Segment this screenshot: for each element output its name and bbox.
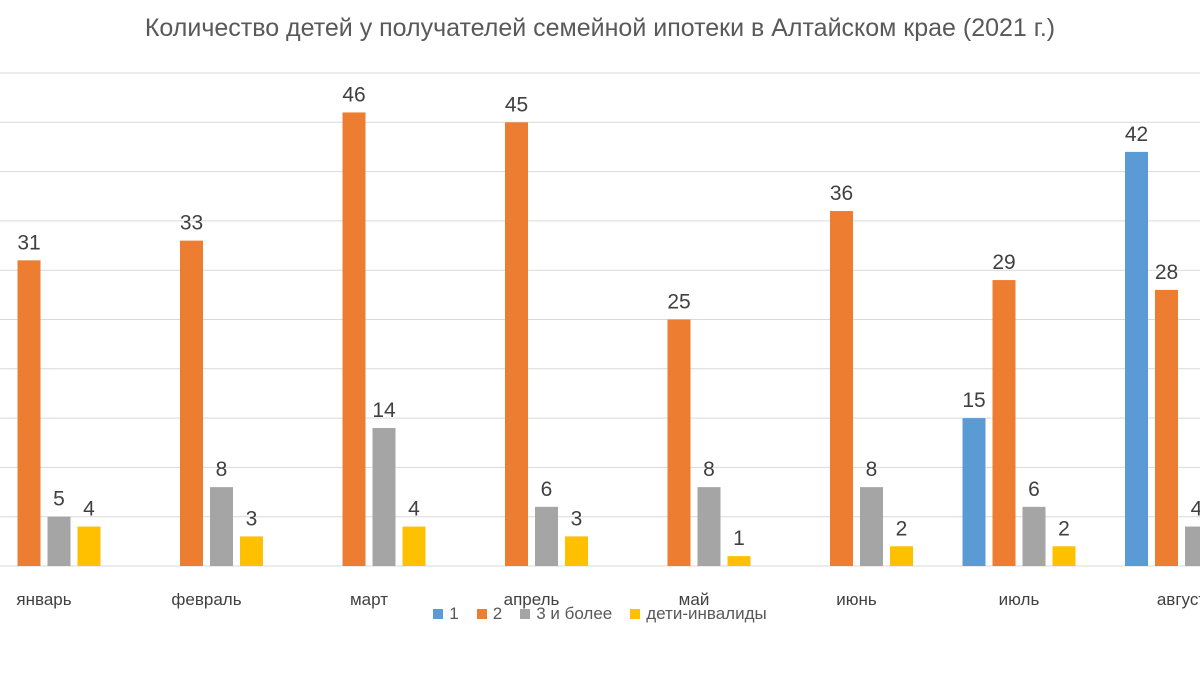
data-label: 3 [246,507,258,530]
x-tick-label: июнь [836,590,877,609]
bar [372,427,396,566]
bar [77,526,101,566]
data-label: 36 [830,182,853,205]
bar [830,211,853,567]
legend-label-1: 1 [449,604,459,623]
data-label: 4 [1191,498,1200,521]
legend-label-2: 2 [492,604,503,623]
data-label: 29 [992,251,1015,274]
bar [1185,526,1200,566]
bar [402,526,426,566]
data-label: 5 [53,488,65,511]
data-label: 8 [866,458,878,481]
data-label: 25 [667,291,690,314]
legend-item-2: 2 [476,604,503,624]
chart-title: Количество детей у получателей семейной … [144,14,1056,42]
data-label: 4 [408,498,420,521]
x-tick-label: август [1157,590,1200,609]
legend-swatch-3 [520,609,531,619]
legend-swatch-4 [630,609,641,619]
bar [17,260,41,566]
data-label: 14 [372,399,396,422]
bar [1052,546,1076,566]
bar [210,487,233,566]
data-label: 4 [83,498,95,521]
data-label: 31 [17,231,40,254]
bar [1155,289,1178,566]
legend-label-3: 3 и более [536,604,613,623]
data-label: 8 [216,458,228,481]
legend-swatch-1 [433,609,444,619]
x-tick-label: январь [16,590,71,609]
bar [240,536,263,566]
bar [727,556,751,566]
bar [180,240,203,566]
x-tick-label: май [679,590,710,609]
bar [890,546,913,566]
data-label: 15 [962,389,985,412]
data-label: 3 [571,507,583,530]
bar [565,536,588,566]
bar [342,112,366,566]
data-label: 1 [733,527,745,550]
x-tick-label: февраль [171,590,241,609]
legend-item-4: дети-инвалиды [630,604,767,624]
bar [505,122,528,567]
bar [535,506,558,566]
data-label: 2 [1058,517,1070,540]
x-tick-label: апрель [504,590,560,609]
bar [47,516,71,566]
data-label: 28 [1155,261,1178,284]
data-label: 6 [541,478,553,501]
data-label: 8 [703,458,715,481]
data-label: 46 [342,83,365,106]
data-label: 33 [180,212,203,235]
legend: 1 2 3 и более дети-инвалиды [0,604,1200,624]
data-label: 6 [1028,478,1040,501]
bar [860,487,883,566]
bar [1022,506,1046,566]
bar [1125,151,1148,566]
bar [667,319,691,566]
data-label: 42 [1125,123,1148,146]
bar [992,280,1016,566]
bar [697,487,721,566]
legend-item-1: 1 [433,604,459,624]
data-label: 45 [505,93,528,116]
legend-swatch-2 [476,609,487,619]
x-tick-label: март [350,590,388,609]
bar [962,418,986,566]
legend-label-4: дети-инвалиды [646,604,767,623]
data-label: 2 [896,517,908,540]
x-tick-label: июль [999,590,1040,609]
legend-item-3: 3 и более [520,604,612,624]
